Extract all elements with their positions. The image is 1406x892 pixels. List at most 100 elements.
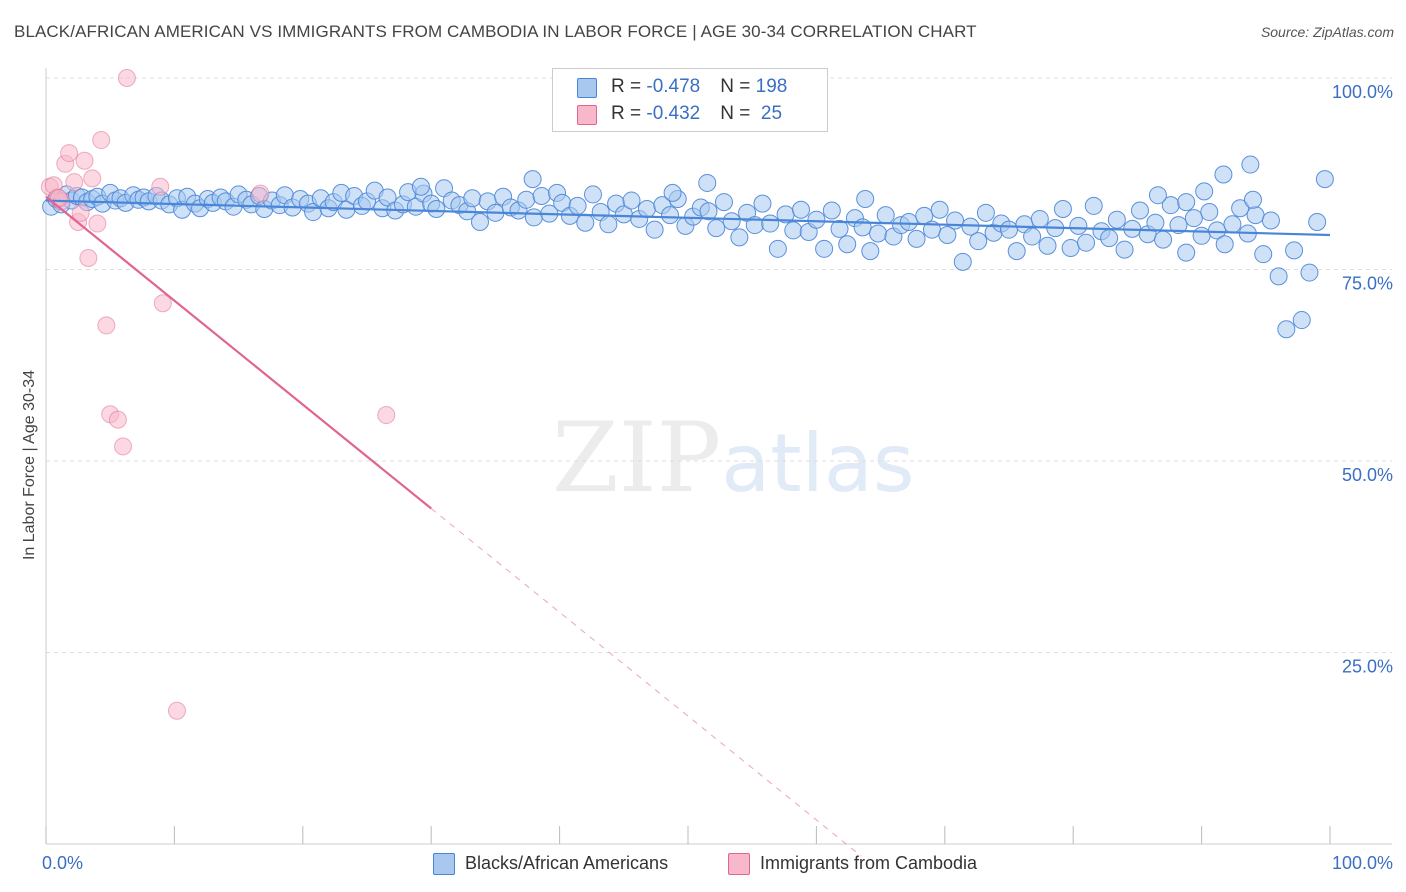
point-blacks bbox=[907, 229, 926, 248]
point-blacks bbox=[707, 219, 726, 238]
point-blacks bbox=[976, 203, 995, 222]
trend-line-blacks bbox=[45, 199, 1331, 237]
point-blacks bbox=[1214, 165, 1233, 184]
point-blacks bbox=[427, 199, 446, 218]
grid-lines bbox=[46, 77, 1392, 653]
point-blacks bbox=[517, 190, 536, 209]
point-blacks bbox=[807, 210, 826, 229]
point-blacks bbox=[1053, 199, 1072, 218]
point-blacks bbox=[532, 186, 551, 205]
point-blacks bbox=[784, 221, 803, 240]
point-blacks bbox=[568, 196, 587, 215]
point-blacks bbox=[1285, 241, 1304, 260]
point-blacks bbox=[761, 214, 780, 233]
legend-n-value: 198 bbox=[755, 76, 788, 97]
point-blacks bbox=[1077, 233, 1096, 252]
point-blacks bbox=[1069, 216, 1088, 235]
point-blacks bbox=[637, 199, 656, 218]
trend-lines bbox=[45, 195, 1331, 857]
point-cambodia bbox=[117, 69, 136, 87]
legend-n-label: N = bbox=[720, 103, 756, 124]
point-blacks bbox=[523, 170, 542, 189]
point-blacks bbox=[791, 200, 810, 219]
point-blacks bbox=[524, 208, 543, 227]
point-cambodia bbox=[251, 184, 270, 203]
point-blacks bbox=[768, 239, 787, 258]
point-blacks bbox=[969, 232, 988, 251]
point-cambodia bbox=[88, 214, 107, 233]
point-cambodia bbox=[114, 437, 133, 456]
point-cambodia bbox=[60, 144, 79, 163]
point-blacks bbox=[1007, 242, 1026, 261]
point-blacks bbox=[1038, 236, 1057, 255]
point-blacks bbox=[1146, 213, 1165, 232]
point-blacks bbox=[1023, 227, 1042, 246]
point-blacks bbox=[1254, 245, 1273, 264]
point-blacks bbox=[1308, 213, 1327, 232]
legend-r-value: -0.432 bbox=[646, 103, 701, 124]
point-blacks bbox=[930, 200, 949, 219]
point-blacks bbox=[1195, 182, 1214, 201]
watermark-atlas: atlas bbox=[721, 417, 915, 510]
legend-n-value: 25 bbox=[755, 103, 783, 124]
data-points bbox=[40, 69, 1334, 720]
point-blacks bbox=[815, 239, 834, 258]
point-blacks bbox=[1261, 211, 1280, 230]
legend-r-label: R = bbox=[611, 103, 647, 124]
point-blacks bbox=[1277, 320, 1296, 339]
watermark: ZIPatlas bbox=[552, 402, 915, 514]
point-blacks bbox=[1300, 263, 1319, 282]
x-tick-label: 100.0% bbox=[1332, 853, 1393, 873]
legend-n-label: N = bbox=[720, 76, 756, 97]
trend-line-cambodia-extrapolated bbox=[430, 508, 862, 857]
point-cambodia bbox=[71, 203, 90, 222]
legend-swatch-blue bbox=[577, 78, 597, 98]
point-cambodia bbox=[97, 316, 116, 335]
point-blacks bbox=[1177, 243, 1196, 262]
point-cambodia bbox=[83, 169, 102, 188]
point-cambodia bbox=[79, 249, 98, 268]
point-blacks bbox=[1241, 155, 1260, 174]
point-cambodia bbox=[92, 131, 111, 150]
point-blacks bbox=[661, 206, 680, 225]
y-tick-label: 50.0% bbox=[1342, 465, 1393, 485]
legend-text: R = -0.478 N = 198 bbox=[611, 76, 787, 98]
point-blacks bbox=[1269, 267, 1288, 286]
point-blacks bbox=[1000, 220, 1018, 239]
point-blacks bbox=[663, 183, 682, 202]
point-blacks bbox=[1100, 229, 1119, 248]
point-blacks bbox=[1292, 311, 1311, 330]
point-blacks bbox=[1223, 215, 1242, 234]
chart-title: BLACK/AFRICAN AMERICAN VS IMMIGRANTS FRO… bbox=[14, 22, 977, 41]
tick-labels: 100.0% 75.0% 50.0% 25.0% 0.0% 100.0% bbox=[42, 82, 1393, 873]
legend-label: Immigrants from Cambodia bbox=[760, 853, 978, 873]
point-blacks bbox=[1246, 206, 1265, 225]
point-blacks bbox=[1215, 235, 1234, 254]
point-blacks bbox=[576, 213, 595, 232]
point-blacks bbox=[1154, 230, 1173, 249]
point-cambodia bbox=[49, 189, 68, 208]
point-blacks bbox=[1200, 203, 1219, 222]
point-blacks bbox=[645, 220, 664, 239]
point-blacks bbox=[869, 224, 888, 243]
legend-r-value: -0.478 bbox=[646, 76, 701, 97]
point-blacks bbox=[583, 185, 602, 204]
point-blacks bbox=[876, 206, 895, 225]
point-blacks bbox=[1315, 170, 1334, 189]
point-blacks bbox=[1130, 201, 1149, 220]
point-cambodia bbox=[151, 177, 170, 196]
point-blacks bbox=[698, 173, 717, 192]
point-blacks bbox=[1184, 209, 1203, 228]
point-cambodia bbox=[377, 406, 396, 425]
point-blacks bbox=[714, 193, 733, 212]
point-blacks bbox=[730, 228, 749, 247]
point-blacks bbox=[463, 189, 482, 208]
watermark-zip: ZIP bbox=[552, 402, 722, 514]
point-blacks bbox=[470, 213, 489, 232]
point-blacks bbox=[699, 202, 718, 221]
point-blacks bbox=[1177, 193, 1196, 212]
point-blacks bbox=[1107, 210, 1126, 229]
point-blacks bbox=[1148, 186, 1167, 205]
point-blacks bbox=[1243, 190, 1262, 209]
